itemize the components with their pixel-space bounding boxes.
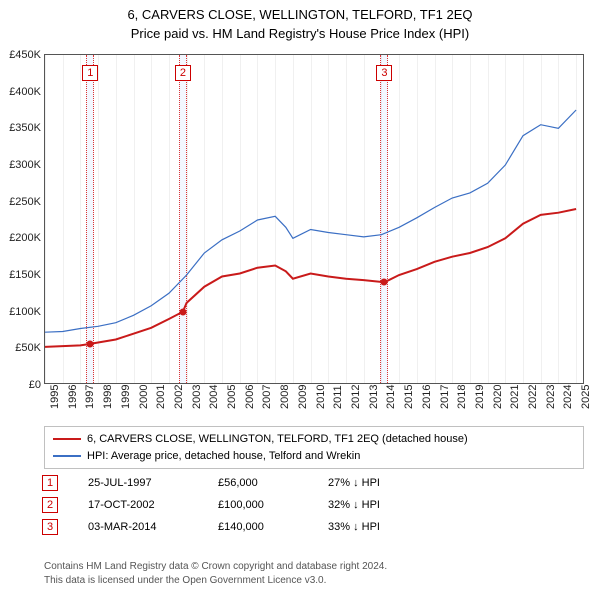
y-axis-label: £100K	[1, 306, 41, 318]
y-axis-label: £50K	[1, 342, 41, 354]
x-axis-label: 1999	[120, 385, 132, 409]
marker-dot	[179, 308, 186, 315]
x-axis-label: 2014	[385, 385, 397, 409]
y-axis-label: £400K	[1, 86, 41, 98]
x-axis-label: 2016	[421, 385, 433, 409]
x-axis-label: 2018	[456, 385, 468, 409]
chart-title: 6, CARVERS CLOSE, WELLINGTON, TELFORD, T…	[0, 6, 600, 24]
y-axis-label: £200K	[1, 232, 41, 244]
legend-label: 6, CARVERS CLOSE, WELLINGTON, TELFORD, T…	[87, 431, 468, 448]
x-axis-label: 2008	[279, 385, 291, 409]
x-axis-label: 2017	[439, 385, 451, 409]
row-price: £140,000	[218, 521, 328, 533]
row-marker-badge: 1	[42, 475, 58, 491]
row-pct-vs-hpi: 27% ↓ HPI	[328, 477, 448, 489]
x-axis-label: 2003	[191, 385, 203, 409]
x-axis-label: 2013	[368, 385, 380, 409]
x-axis-label: 2020	[492, 385, 504, 409]
legend-label: HPI: Average price, detached house, Telf…	[87, 448, 360, 465]
row-price: £100,000	[218, 499, 328, 511]
footer-line-2: This data is licensed under the Open Gov…	[44, 574, 387, 588]
x-axis-label: 1997	[84, 385, 96, 409]
x-axis-label: 1998	[102, 385, 114, 409]
x-axis-label: 2021	[509, 385, 521, 409]
y-axis-label: £0	[1, 379, 41, 391]
marker-dot	[87, 340, 94, 347]
row-date: 03-MAR-2014	[88, 521, 218, 533]
x-axis-label: 2007	[261, 385, 273, 409]
x-axis-label: 2006	[244, 385, 256, 409]
footer-line-1: Contains HM Land Registry data © Crown c…	[44, 560, 387, 574]
y-axis-label: £300K	[1, 159, 41, 171]
chart-subtitle: Price paid vs. HM Land Registry's House …	[0, 26, 600, 41]
footer-attribution: Contains HM Land Registry data © Crown c…	[44, 560, 387, 588]
x-axis-label: 2012	[350, 385, 362, 409]
transactions-table: 1 25-JUL-1997£56,00027% ↓ HPI 2 17-OCT-2002…	[42, 472, 582, 538]
legend-row: 6, CARVERS CLOSE, WELLINGTON, TELFORD, T…	[53, 431, 575, 448]
y-axis-label: £350K	[1, 122, 41, 134]
x-axis-label: 2015	[403, 385, 415, 409]
legend-swatch	[53, 455, 81, 457]
row-pct-vs-hpi: 33% ↓ HPI	[328, 521, 448, 533]
x-axis-label: 2023	[545, 385, 557, 409]
row-marker-badge: 3	[42, 519, 58, 535]
row-date: 25-JUL-1997	[88, 477, 218, 489]
x-axis-label: 2022	[527, 385, 539, 409]
row-date: 17-OCT-2002	[88, 499, 218, 511]
x-axis-label: 2009	[297, 385, 309, 409]
y-axis-label: £450K	[1, 49, 41, 61]
x-axis-label: 2004	[208, 385, 220, 409]
legend-swatch	[53, 438, 81, 440]
legend-row: HPI: Average price, detached house, Telf…	[53, 448, 575, 465]
x-axis-label: 2005	[226, 385, 238, 409]
row-pct-vs-hpi: 32% ↓ HPI	[328, 499, 448, 511]
marker-dot	[381, 279, 388, 286]
legend-box: 6, CARVERS CLOSE, WELLINGTON, TELFORD, T…	[44, 426, 584, 469]
y-axis-label: £150K	[1, 269, 41, 281]
x-axis-label: 2019	[474, 385, 486, 409]
table-row: 2 17-OCT-2002£100,00032% ↓ HPI	[42, 494, 582, 516]
series-line	[45, 110, 576, 332]
x-axis-label: 2000	[138, 385, 150, 409]
x-axis-label: 2025	[580, 385, 592, 409]
table-row: 3 03-MAR-2014£140,00033% ↓ HPI	[42, 516, 582, 538]
x-axis-label: 2011	[332, 385, 344, 409]
x-axis-label: 2024	[562, 385, 574, 409]
x-axis-label: 1996	[67, 385, 79, 409]
x-axis-label: 2010	[315, 385, 327, 409]
x-axis-label: 1995	[49, 385, 61, 409]
chart-area: 1995199619971998199920002001200220032004…	[44, 54, 584, 384]
table-row: 1 25-JUL-1997£56,00027% ↓ HPI	[42, 472, 582, 494]
y-axis-label: £250K	[1, 196, 41, 208]
x-axis-label: 2001	[155, 385, 167, 409]
row-price: £56,000	[218, 477, 328, 489]
row-marker-badge: 2	[42, 497, 58, 513]
x-axis-label: 2002	[173, 385, 185, 409]
chart-svg	[45, 55, 585, 385]
